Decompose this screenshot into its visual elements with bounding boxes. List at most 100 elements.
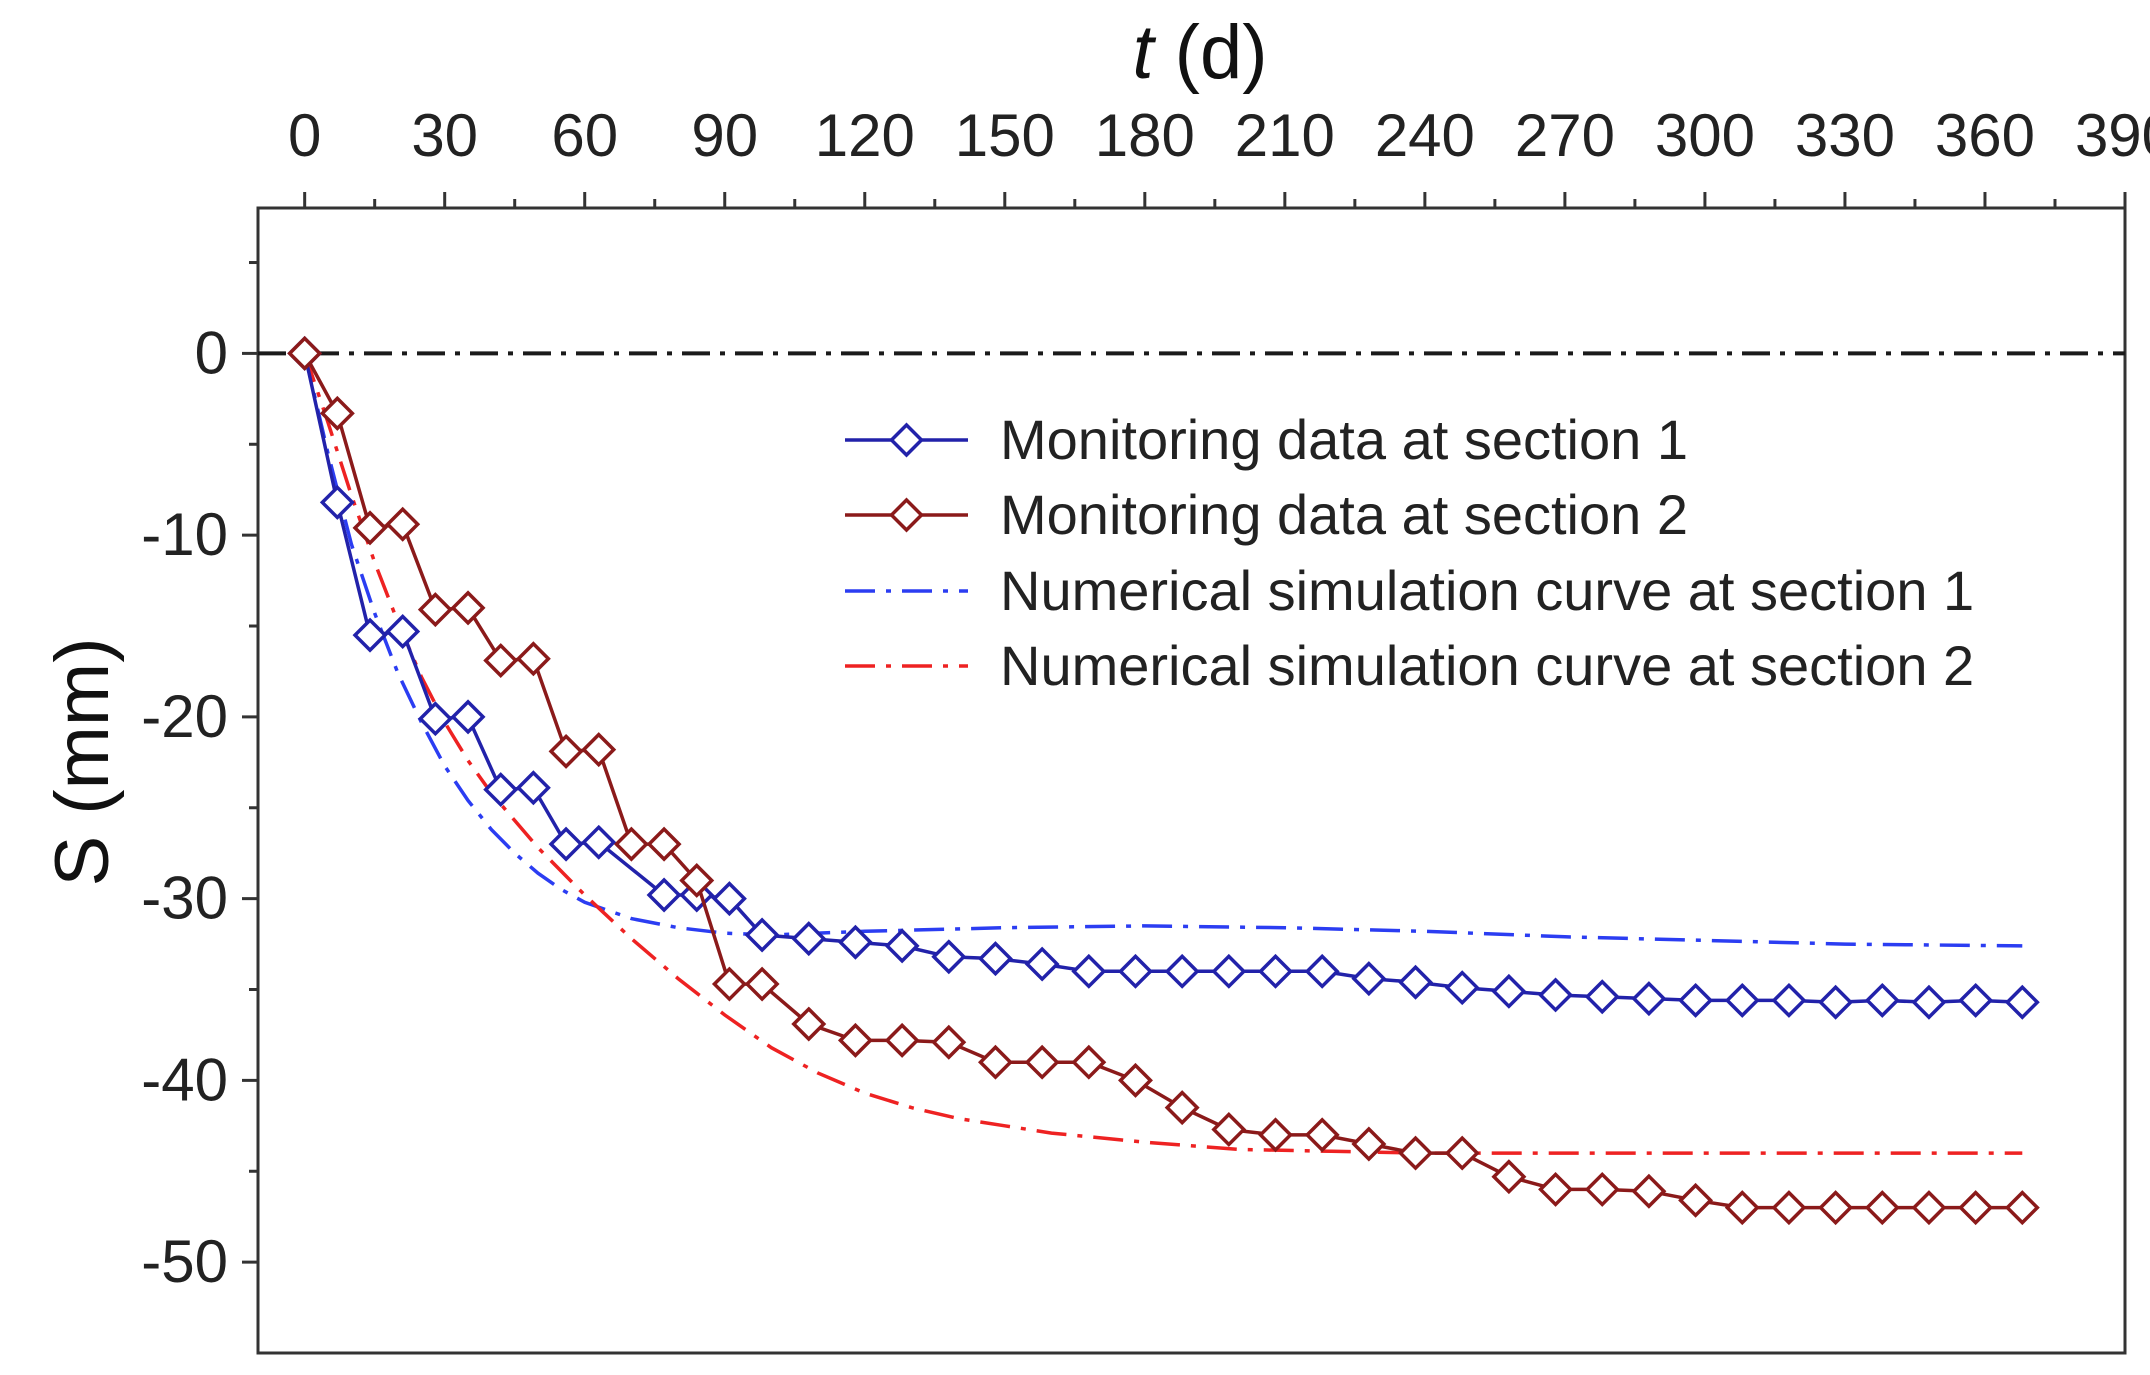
y-axis-title: S (mm) — [40, 637, 125, 886]
legend-label: Monitoring data at section 2 — [1000, 483, 1688, 546]
data-point — [1771, 982, 1807, 1018]
legend-diamond-marker — [889, 422, 924, 458]
legend-item: Monitoring data at section 2 — [845, 483, 1688, 546]
data-point — [450, 590, 486, 626]
data-point — [1584, 1171, 1620, 1207]
x-tick-label: 90 — [691, 102, 758, 169]
y-tick-label: -30 — [141, 865, 228, 932]
data-point — [1724, 1190, 1760, 1226]
x-tick-label: 390 — [2075, 102, 2150, 169]
x-tick-label: 300 — [1655, 102, 1755, 169]
data-point — [1118, 1062, 1153, 1098]
data-point — [1864, 982, 1900, 1018]
data-point — [1071, 1044, 1107, 1080]
data-point — [1444, 970, 1480, 1006]
data-point — [1678, 1182, 1714, 1218]
data-point — [1818, 1190, 1854, 1226]
plot-frame — [256, 206, 2127, 1355]
data-point — [1211, 1111, 1247, 1147]
data-point — [548, 826, 584, 862]
data-point — [2004, 1190, 2040, 1226]
data-point — [1024, 1044, 1060, 1080]
data-point — [1351, 961, 1387, 997]
data-point — [1304, 1117, 1340, 1153]
data-point — [1911, 984, 1947, 1020]
legend-diamond-marker — [889, 497, 924, 533]
data-point — [1538, 1171, 1574, 1207]
data-point — [319, 395, 355, 431]
y-tick-label: 0 — [195, 319, 228, 386]
y-tick-label: -50 — [141, 1228, 228, 1295]
data-point — [417, 592, 453, 628]
data-point — [1538, 977, 1574, 1013]
data-point — [931, 1024, 967, 1060]
data-point — [837, 924, 873, 960]
y-tick-label: -40 — [141, 1046, 228, 1113]
data-point — [1211, 953, 1247, 989]
data-point — [1444, 1135, 1480, 1171]
data-point — [711, 966, 747, 1002]
data-point — [1398, 1135, 1434, 1171]
data-point — [1584, 979, 1620, 1015]
data-point — [483, 772, 519, 808]
data-point — [646, 877, 682, 913]
data-point — [1958, 982, 1994, 1018]
data-point — [352, 510, 388, 546]
data-point — [515, 770, 551, 806]
y-tick-label: -10 — [141, 501, 228, 568]
x-tick-label: 270 — [1515, 102, 1615, 169]
x-tick-label: 180 — [1095, 102, 1195, 169]
data-point — [1818, 984, 1854, 1020]
data-point — [450, 699, 486, 735]
legend-item: Numerical simulation curve at section 1 — [845, 559, 1974, 622]
data-point — [884, 1022, 920, 1058]
data-point — [287, 335, 323, 371]
data-point — [1071, 953, 1107, 989]
data-point — [319, 484, 355, 520]
x-axis-title-variable: t — [1132, 10, 1156, 95]
data-point — [1864, 1190, 1900, 1226]
data-point — [1631, 1173, 1667, 1209]
x-axis-title: t (d) — [1132, 10, 1267, 95]
data-point — [744, 966, 780, 1002]
x-tick-label: 60 — [551, 102, 618, 169]
data-point — [417, 701, 453, 737]
legend-label: Numerical simulation curve at section 2 — [1000, 634, 1974, 697]
x-tick-label: 210 — [1235, 102, 1335, 169]
data-point — [1164, 953, 1200, 989]
data-point — [483, 643, 519, 679]
data-point — [1958, 1190, 1994, 1226]
x-tick-label: 240 — [1375, 102, 1475, 169]
data-point — [2004, 984, 2040, 1020]
data-point — [1491, 1159, 1527, 1195]
data-point — [711, 881, 747, 917]
data-point — [646, 826, 682, 862]
data-point — [1771, 1190, 1807, 1226]
data-point — [791, 1006, 827, 1042]
data-point — [744, 917, 780, 953]
data-point — [791, 921, 827, 957]
data-point — [1304, 953, 1340, 989]
data-point — [1491, 973, 1527, 1009]
x-tick-label: 30 — [411, 102, 478, 169]
data-point — [515, 641, 551, 677]
x-tick-label: 150 — [955, 102, 1055, 169]
x-tick-label: 360 — [1935, 102, 2035, 169]
legend-item: Numerical simulation curve at section 2 — [845, 634, 1974, 697]
data-point — [1118, 953, 1153, 989]
legend: Monitoring data at section 1 Monitoring d… — [845, 408, 1974, 697]
data-point — [581, 732, 617, 768]
data-point — [1631, 981, 1667, 1017]
data-point — [977, 1044, 1013, 1080]
data-point — [548, 733, 584, 769]
data-point — [613, 826, 649, 862]
data-point — [679, 862, 715, 898]
data-point — [1164, 1090, 1200, 1126]
legend-item: Monitoring data at section 1 — [845, 408, 1688, 471]
y-tick-label: -20 — [141, 683, 228, 750]
data-point — [1398, 964, 1434, 1000]
data-point — [385, 506, 421, 542]
data-point — [884, 928, 920, 964]
data-point — [1258, 1117, 1293, 1153]
